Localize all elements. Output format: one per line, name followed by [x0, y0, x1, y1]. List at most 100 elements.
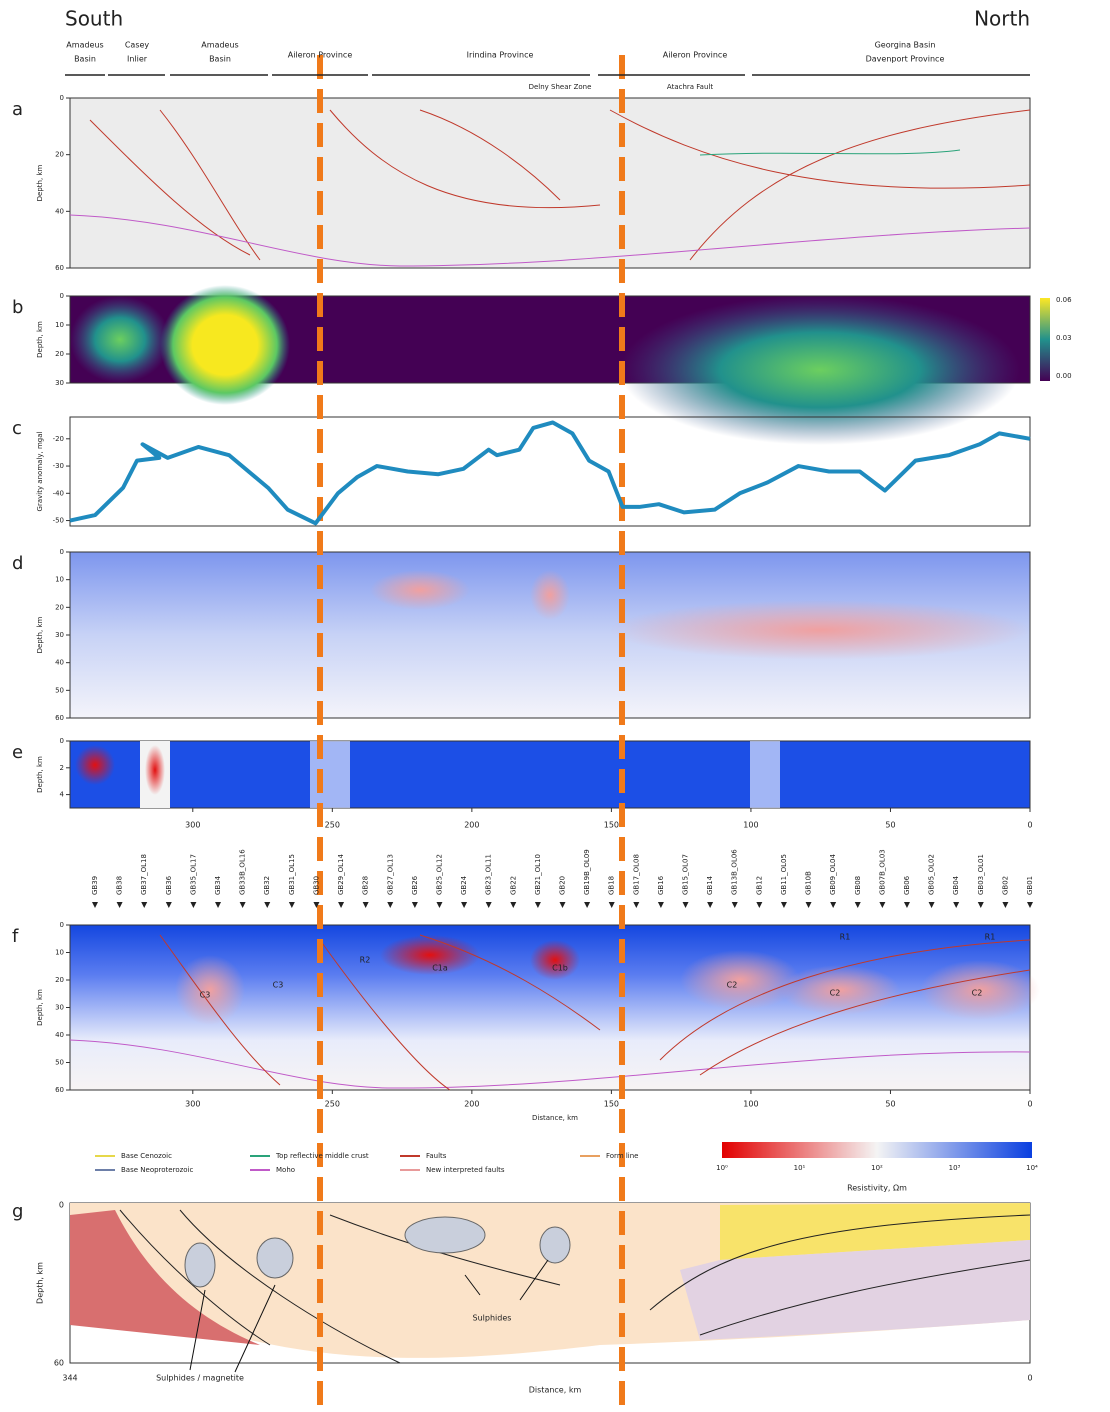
province-label: Irindina Province	[467, 51, 534, 60]
sulphide-body	[256, 1237, 294, 1279]
legend-label: Form line	[606, 1152, 639, 1160]
station-label: GB35_OL17	[189, 854, 197, 895]
y-axis-label: Depth, km	[36, 989, 44, 1026]
station-marker	[190, 902, 197, 908]
seismic-section	[69, 97, 1031, 269]
y-tick-label: 60	[54, 1359, 64, 1368]
province-label: Casey	[125, 41, 150, 50]
y-tick-label: -40	[53, 489, 64, 497]
station-marker	[1002, 902, 1009, 908]
y-tick-label: 60	[55, 264, 64, 272]
y-axis-label: Depth, km	[36, 321, 44, 358]
anomaly	[680, 950, 800, 1010]
gravity-line	[69, 420, 1031, 526]
anomaly	[750, 741, 780, 808]
station-marker	[608, 902, 615, 908]
station-marker	[707, 902, 714, 908]
x-tick-label: 0	[1027, 1100, 1032, 1109]
station-label: GB26	[411, 875, 419, 895]
province-label: Basin	[209, 55, 231, 64]
y-tick-label: 40	[55, 207, 64, 215]
station-marker	[215, 902, 222, 908]
y-tick-label: 0	[60, 94, 64, 102]
y-tick-label: 0	[59, 1201, 64, 1210]
station-label: GB05_OL02	[928, 854, 936, 895]
legend-label: Moho	[276, 1166, 295, 1174]
north-label: North	[974, 7, 1030, 31]
unit-purple	[680, 1240, 1030, 1340]
pointer-arrows	[189, 1259, 549, 1373]
province-label: Davenport Province	[866, 55, 945, 64]
x-tick-label: 0	[1027, 1374, 1032, 1383]
y-tick-label: 30	[55, 379, 64, 387]
station-marker	[264, 902, 271, 908]
y-tick-label: 4	[60, 791, 65, 799]
station-label: GB07B_OL03	[878, 849, 886, 895]
unit-yellow	[720, 1203, 1030, 1260]
y-tick-label: 50	[55, 686, 64, 694]
x-tick-label: 50	[885, 1100, 895, 1109]
anomaly-label: R1	[840, 933, 851, 942]
station-marker	[854, 902, 861, 908]
x-axis-label: Distance, km	[529, 1386, 582, 1395]
y-tick-label: 40	[55, 1031, 64, 1039]
y-tick-label: 0	[60, 292, 64, 300]
station-marker	[805, 902, 812, 908]
y-tick-label: 20	[55, 976, 64, 984]
station-label: GB18	[608, 876, 616, 895]
unit-red	[70, 1210, 260, 1345]
station-label: GB38	[116, 876, 124, 895]
y-axis-label: Gravity anomaly, mgal	[36, 431, 44, 511]
station-label: GB11_OL05	[780, 854, 788, 895]
station-marker	[559, 902, 566, 908]
y-tick-label: -50	[53, 517, 64, 525]
station-marker	[362, 902, 369, 908]
reflective-crust	[699, 149, 961, 156]
panel-letter: a	[12, 99, 23, 120]
anomaly-label: R1	[985, 933, 996, 942]
legend-label: Faults	[426, 1152, 447, 1160]
faults	[159, 934, 1031, 1091]
anomaly	[310, 741, 350, 808]
anomaly	[160, 285, 290, 405]
colorbar-label: Resistivity, Ωm	[847, 1184, 907, 1193]
colorbar-tick-label: 0.00	[1056, 372, 1072, 380]
colorbar-tick-label: 0.03	[1056, 334, 1072, 342]
anomaly	[380, 935, 480, 975]
anomaly	[530, 570, 570, 620]
legend-label: Top reflective middle crust	[275, 1152, 369, 1160]
station-marker	[830, 902, 837, 908]
station-label: GB17_OL08	[632, 854, 640, 895]
y-tick-label: 60	[55, 714, 64, 722]
y-tick-label: 10	[55, 949, 64, 957]
station-label: GB13B_OL06	[731, 849, 739, 895]
colorbar-tick-label: 10²	[871, 1164, 883, 1172]
station-label: GB29_OL14	[337, 854, 345, 895]
panel-letter: e	[12, 742, 23, 763]
y-tick-label: 0	[60, 548, 64, 556]
annotation: Sulphides / magnetite	[156, 1374, 244, 1383]
y-axis-label: Depth, km	[36, 756, 44, 793]
annotation: Atachra Fault	[667, 83, 713, 91]
moho	[69, 214, 1031, 267]
station-label: GB03_OL01	[977, 854, 985, 895]
station-marker	[879, 902, 886, 908]
station-marker	[485, 902, 492, 908]
station-marker	[584, 902, 591, 908]
colorbar-tick-label: 10⁴	[1026, 1164, 1038, 1172]
x-tick-label: 150	[604, 1100, 619, 1109]
panel-letter: g	[12, 1201, 23, 1222]
station-marker	[953, 902, 960, 908]
station-marker	[116, 902, 123, 908]
y-tick-label: 10	[55, 576, 64, 584]
sulphide-body	[404, 1216, 486, 1254]
province-label: Amadeus	[201, 41, 238, 50]
anomaly	[610, 600, 1030, 660]
station-label: GB06	[903, 875, 911, 895]
anomaly	[70, 296, 170, 383]
legend-label: Base Neoproterozoic	[121, 1166, 194, 1174]
station-label: GB30	[312, 876, 320, 895]
y-tick-label: -20	[53, 435, 64, 443]
station-label: GB10B	[805, 871, 813, 895]
station-label: GB33B_OL16	[239, 849, 247, 895]
